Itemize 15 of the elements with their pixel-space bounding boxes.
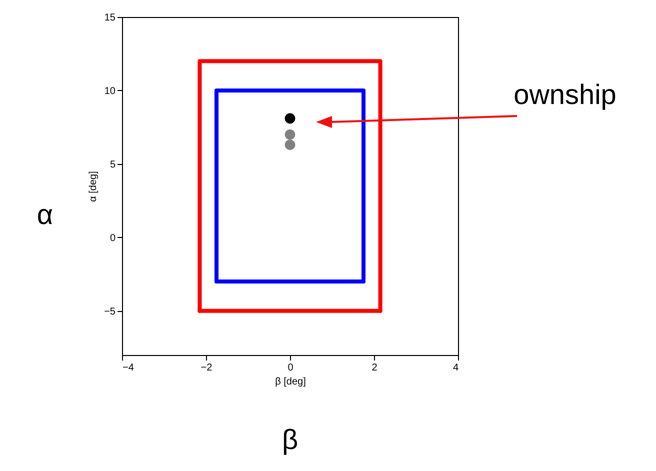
x-tick-label: 4: [452, 362, 459, 374]
y-axis-title: α [deg]: [88, 170, 100, 202]
text: α: [36, 199, 54, 231]
text: ownship: [514, 79, 616, 111]
x-axis-title: β [deg]: [275, 376, 306, 388]
y-tick-label: 15: [104, 12, 116, 24]
x-tick-label: 2: [372, 362, 378, 374]
y-tick-label: 0: [110, 232, 116, 244]
x-tick-label: −2: [200, 362, 213, 374]
x-tick-label: 0: [288, 362, 294, 374]
x-tick-label: −4: [122, 362, 134, 374]
y-tick-label: 5: [110, 159, 116, 170]
y-tick-label: −5: [104, 306, 116, 318]
y-tick-label: 10: [104, 86, 116, 97]
text: β: [282, 424, 298, 456]
